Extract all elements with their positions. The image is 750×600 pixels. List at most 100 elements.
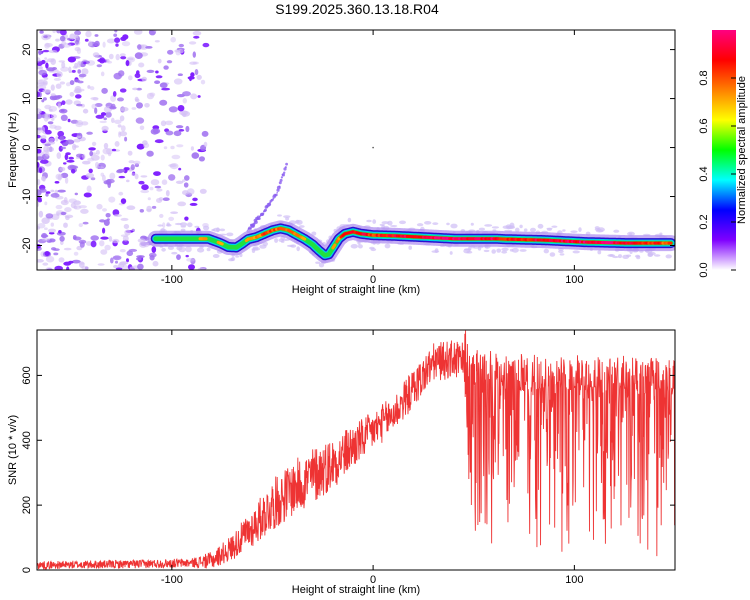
noise-speckle [58, 257, 65, 263]
noise-speckle [143, 142, 150, 149]
ridge-halo-speckle [290, 244, 297, 248]
noise-speckle [163, 146, 168, 150]
ridge-halo-speckle [166, 223, 172, 227]
noise-speckle [112, 91, 117, 97]
noise-speckle [128, 75, 133, 81]
noise-speckle [136, 143, 145, 150]
colorbar-ticks: 0.0 0.2 0.4 0.6 0.8 [698, 70, 736, 278]
ridge-halo-speckle [295, 219, 303, 225]
noise-speckle [113, 264, 118, 269]
noise-speckle [49, 95, 58, 101]
noise-speckle [112, 255, 122, 261]
noise-speckle [97, 58, 105, 63]
x-tick-label: 100 [565, 574, 583, 586]
ridge-halo-speckle [399, 220, 406, 225]
noise-speckle [145, 46, 153, 49]
noise-speckle [59, 35, 66, 42]
y-tick-label: -10 [21, 189, 33, 205]
noise-speckle [161, 87, 171, 91]
noise-speckle [88, 40, 93, 47]
noise-speckle [105, 111, 112, 118]
ridge-halo-speckle [424, 221, 432, 225]
noise-speckle [90, 177, 96, 181]
branch-point [284, 166, 287, 169]
noise-speckle [134, 73, 141, 79]
noise-speckle [161, 179, 168, 185]
noise-speckle [124, 167, 130, 171]
noise-speckle [117, 97, 124, 102]
noise-speckle [59, 135, 65, 141]
noise-speckle [127, 57, 134, 61]
ridge-halo-speckle [219, 228, 226, 232]
ridge-halo-speckle [230, 257, 234, 261]
noise-speckle [100, 154, 105, 161]
noise-speckle [115, 43, 119, 47]
ridge-halo-speckle [501, 250, 508, 254]
noise-speckle [58, 230, 62, 234]
noise-speckle [185, 254, 189, 258]
noise-speckle [65, 99, 73, 105]
ridge-halo-speckle [559, 253, 565, 256]
noise-speckle [201, 130, 209, 137]
noise-speckle [90, 97, 99, 100]
ridge-halo-speckle [212, 254, 220, 258]
noise-speckle [51, 247, 57, 251]
noise-speckle [119, 249, 126, 253]
ridge-halo-speckle [478, 227, 485, 231]
noise-speckle [78, 223, 84, 228]
branch-point [283, 171, 286, 174]
ridge-core-segment [218, 241, 224, 246]
noise-speckle [64, 207, 72, 213]
noise-speckle [37, 134, 41, 139]
noise-speckle [79, 241, 85, 248]
branch-point [254, 220, 258, 224]
noise-speckle [170, 211, 179, 214]
ridge-halo-speckle [523, 228, 528, 232]
noise-speckle [154, 139, 164, 144]
noise-speckle [110, 95, 117, 102]
noise-speckle [74, 62, 78, 69]
noise-speckle [60, 114, 68, 122]
ridge-halo-speckle [262, 241, 268, 247]
branch-point [248, 226, 252, 231]
noise-speckle [177, 105, 185, 112]
noise-speckle [114, 141, 120, 147]
noise-speckle [164, 120, 174, 126]
noise-speckle [109, 106, 117, 110]
noise-speckle [37, 129, 41, 135]
noise-speckle [78, 73, 87, 78]
noise-speckle [80, 208, 89, 214]
noise-speckle [197, 267, 206, 270]
noise-speckle [139, 241, 148, 248]
noise-speckle [114, 37, 121, 43]
ridge-halo-speckle [511, 247, 519, 253]
noise-speckle [55, 136, 59, 142]
ridge-halo-speckle [636, 255, 641, 260]
ridge-halo-speckle [384, 243, 391, 249]
noise-speckle [173, 130, 182, 137]
noise-speckle [159, 213, 164, 218]
noise-speckle [68, 198, 77, 204]
ridge-halo-speckle [618, 254, 622, 259]
noise-speckle [133, 30, 143, 35]
noise-speckle [146, 208, 152, 212]
noise-speckle [55, 204, 63, 210]
noise-speckle [96, 64, 103, 68]
noise-speckle [60, 146, 67, 150]
noise-speckle [73, 138, 81, 143]
noise-speckle [37, 91, 40, 98]
noise-speckle [138, 62, 145, 68]
noise-speckle [65, 139, 75, 145]
noise-speckle [167, 49, 174, 55]
ridge-halo-speckle [180, 225, 186, 228]
noise-speckle [182, 98, 187, 104]
branch-point [276, 192, 279, 194]
ridge-halo-speckle [197, 247, 205, 253]
noise-speckle [48, 108, 53, 112]
noise-speckle [196, 74, 202, 80]
noise-speckle [101, 87, 108, 94]
noise-speckle [184, 175, 190, 181]
noise-speckle [182, 112, 187, 118]
ridge-halo-speckle [194, 225, 200, 228]
